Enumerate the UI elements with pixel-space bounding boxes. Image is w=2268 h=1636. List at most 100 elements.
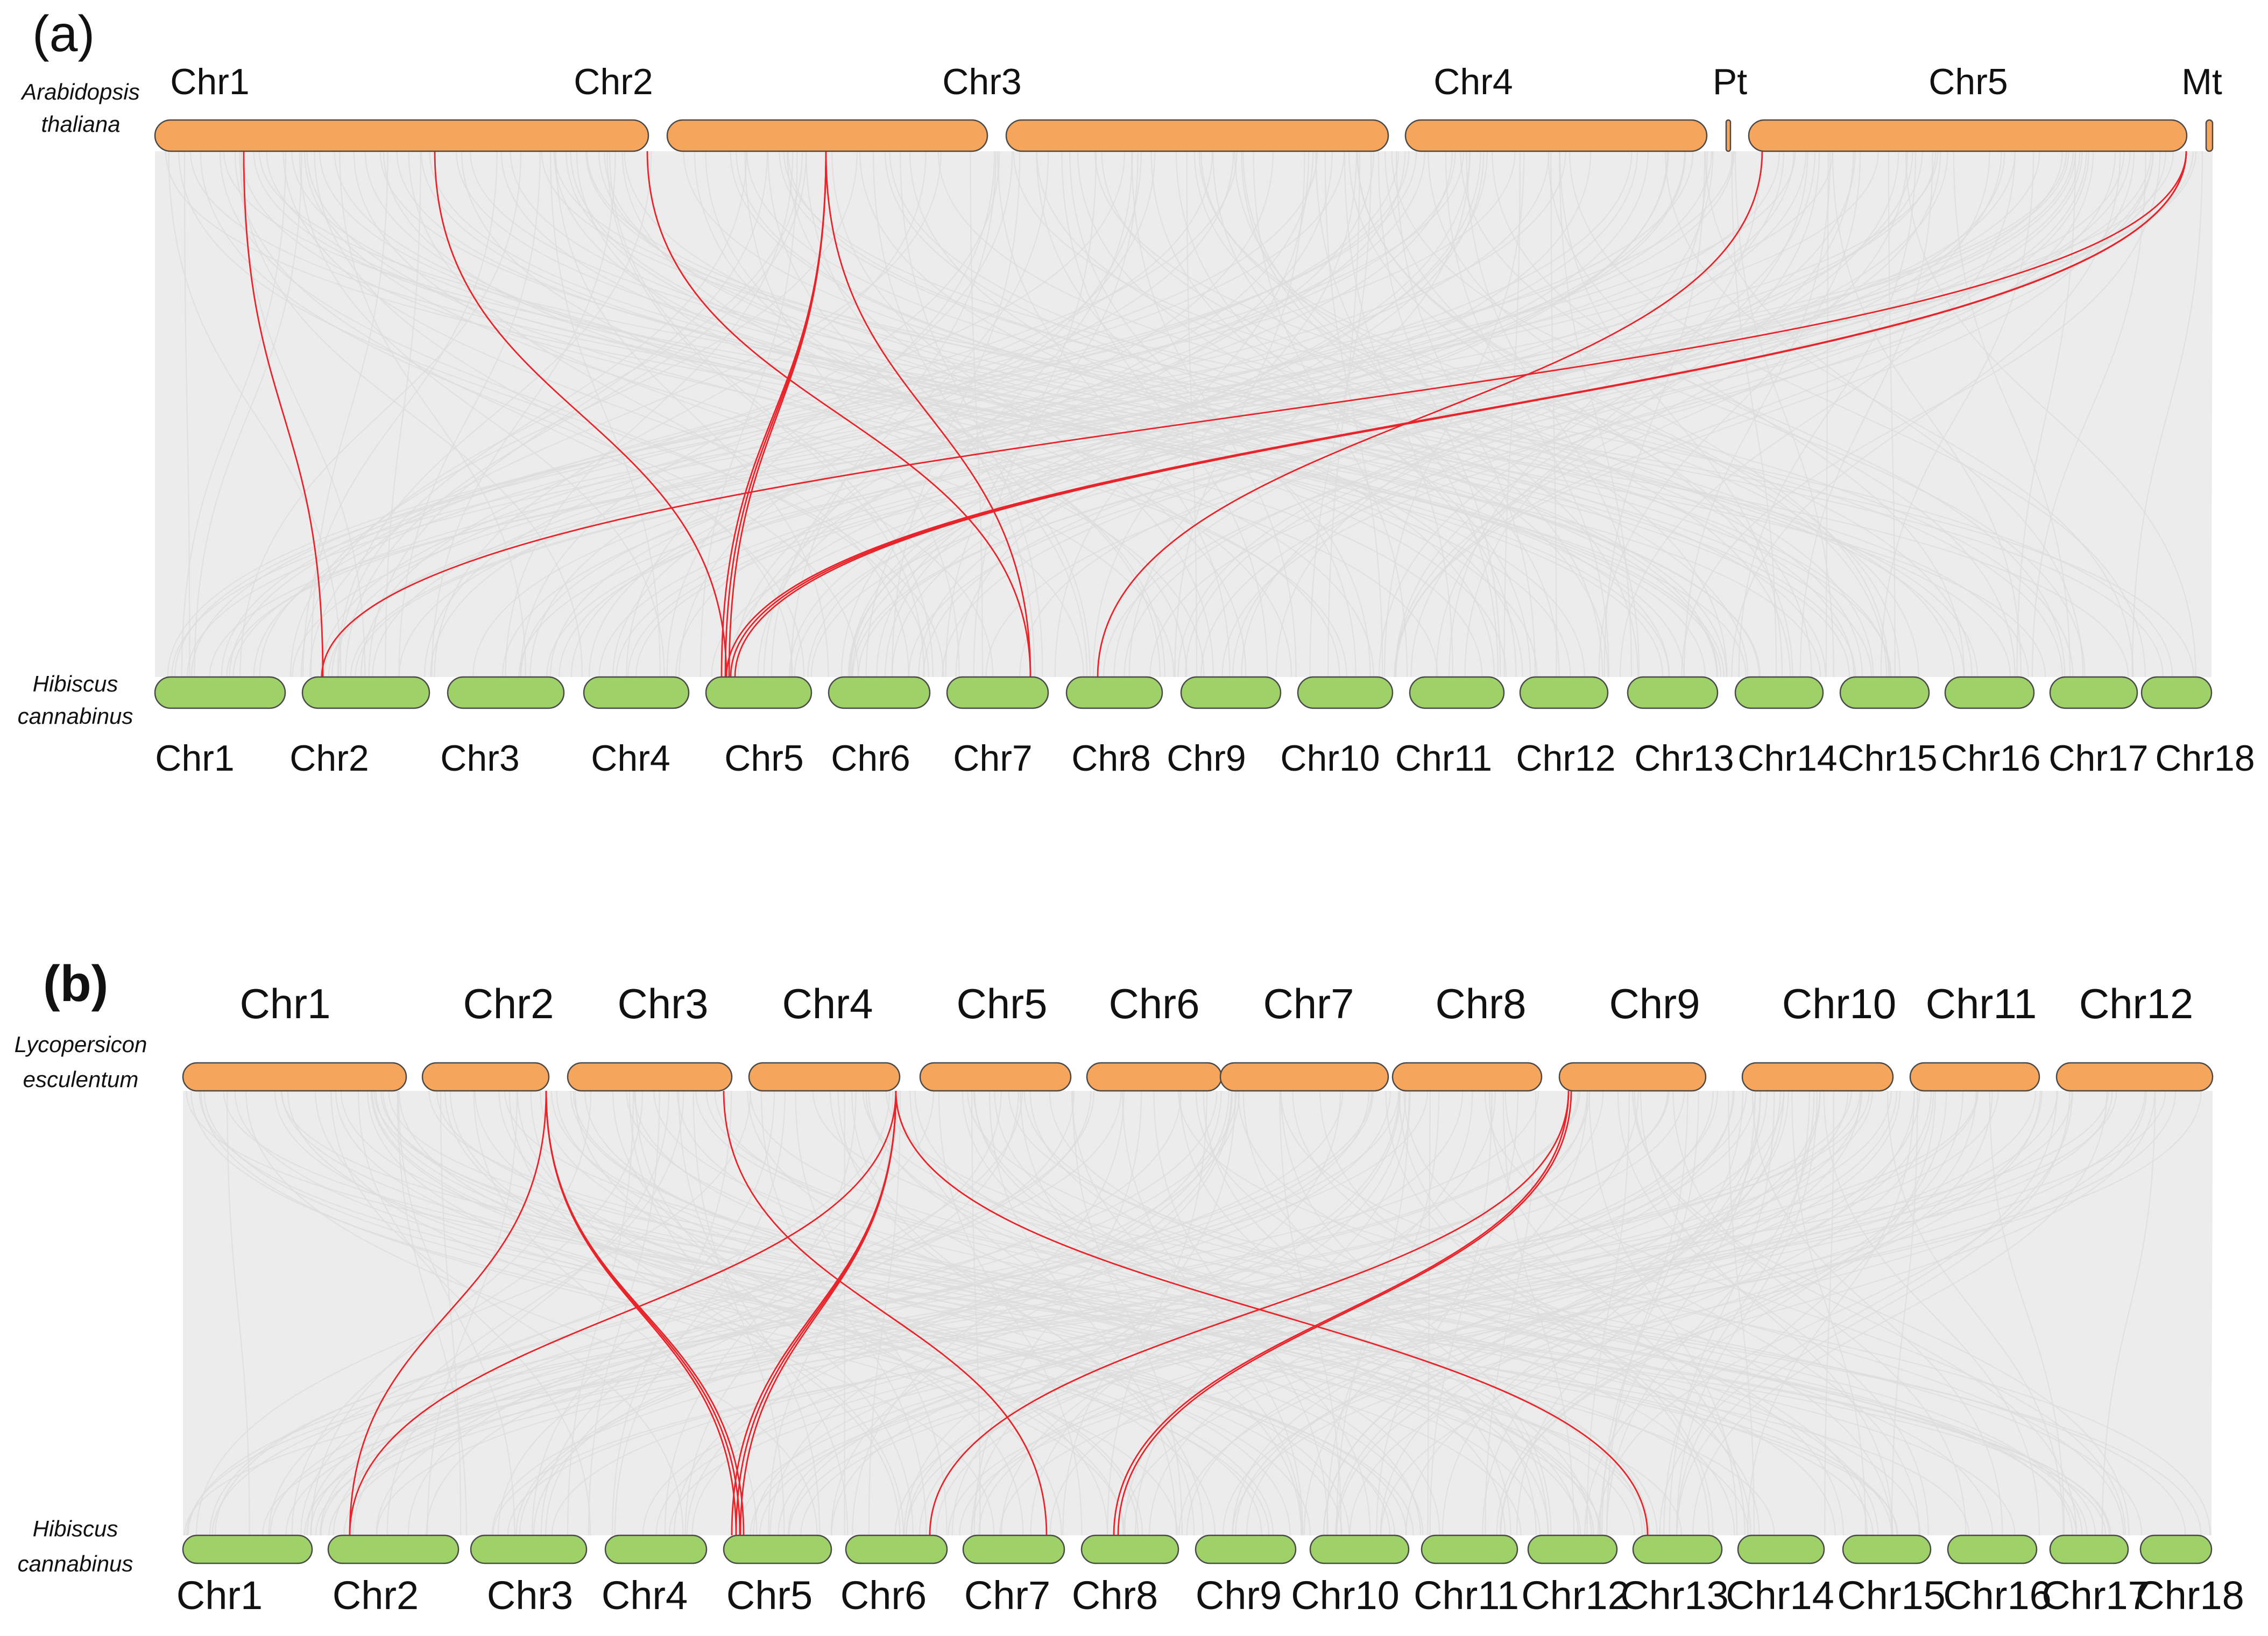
chromosome-label: Chr5 bbox=[1928, 61, 2008, 102]
top-species-name: Arabidopsis bbox=[20, 79, 139, 104]
red-link bbox=[646, 151, 1031, 678]
grey-link bbox=[624, 151, 1718, 678]
grey-link bbox=[434, 151, 927, 678]
grey-link bbox=[320, 1090, 1218, 1536]
grey-link bbox=[379, 151, 1850, 678]
top-chromosomes bbox=[182, 1062, 2214, 1092]
chromosome-label: Chr17 bbox=[2048, 738, 2148, 779]
grey-link bbox=[546, 151, 2040, 678]
grey-link bbox=[909, 151, 1495, 678]
grey-link bbox=[270, 1090, 1400, 1536]
chromosome-label: Chr8 bbox=[1435, 980, 1526, 1027]
red-link bbox=[723, 1090, 1048, 1536]
grey-link bbox=[385, 151, 421, 678]
red-link bbox=[739, 1090, 897, 1536]
grey-link bbox=[1825, 151, 1829, 678]
grey-link bbox=[234, 151, 805, 678]
grey-link bbox=[1121, 1090, 1304, 1536]
grey-link bbox=[1315, 151, 1499, 678]
grey-link bbox=[621, 151, 1292, 678]
grey-link bbox=[357, 1090, 591, 1536]
grey-link bbox=[783, 151, 2173, 678]
grey-link bbox=[1124, 151, 2002, 678]
grey-link bbox=[604, 151, 1586, 678]
grey-link bbox=[711, 151, 2016, 678]
chromosome-bar bbox=[1409, 676, 1505, 709]
grey-link bbox=[1379, 151, 1808, 678]
grey-link bbox=[787, 151, 1247, 678]
chromosome-bar bbox=[723, 1534, 832, 1564]
grey-link bbox=[906, 1090, 1849, 1536]
grey-link bbox=[747, 1090, 1422, 1536]
chromosome-label: Chr8 bbox=[1071, 738, 1150, 779]
grey-link bbox=[194, 151, 302, 678]
top-chromosome-labels: Chr1 Chr2 Chr3 Chr4 Chr5 Chr6 Chr7 Chr8 Chr9 Chr1… bbox=[239, 980, 2193, 1027]
grey-link bbox=[1103, 151, 2087, 678]
grey-link bbox=[1747, 1090, 1915, 1536]
chromosome-bar bbox=[182, 1534, 313, 1564]
grey-link bbox=[239, 151, 522, 678]
chromosome-label: Chr14 bbox=[1737, 738, 1837, 779]
chromosome-bar bbox=[604, 1534, 708, 1564]
grey-link bbox=[945, 151, 1139, 678]
chromosome-label: Chr6 bbox=[840, 1573, 927, 1618]
chromosome-label: Chr4 bbox=[591, 738, 670, 779]
grey-link bbox=[1619, 151, 2016, 678]
grey-link bbox=[633, 1090, 1600, 1536]
grey-link bbox=[498, 1090, 1216, 1536]
grey-link bbox=[938, 1090, 1083, 1536]
grey-link bbox=[262, 1090, 1870, 1536]
chromosome-label: Chr7 bbox=[964, 1573, 1050, 1618]
chromosome-label: Chr2 bbox=[463, 980, 554, 1027]
grey-link bbox=[2031, 151, 2146, 678]
grey-link bbox=[942, 151, 2005, 678]
grey-link bbox=[763, 151, 1142, 678]
chromosome-label: Chr4 bbox=[602, 1573, 688, 1618]
grey-link bbox=[431, 151, 616, 678]
grey-link bbox=[334, 151, 1670, 678]
chromosome-label: Chr6 bbox=[831, 738, 910, 779]
grey-link bbox=[343, 1090, 1669, 1536]
chromosome-label: Chr1 bbox=[176, 1573, 263, 1618]
red-link bbox=[929, 1090, 1570, 1536]
red-link bbox=[349, 1090, 547, 1536]
chromosome-bar bbox=[301, 676, 430, 709]
grey-link bbox=[627, 151, 2125, 678]
grey-link bbox=[1395, 151, 1854, 678]
grey-link bbox=[1222, 1090, 2043, 1536]
chromosome-label: Chr5 bbox=[724, 738, 803, 779]
chromosome-label: Chr3 bbox=[617, 980, 708, 1027]
grey-link bbox=[245, 1090, 818, 1536]
top-species-name: esculentum bbox=[23, 1067, 139, 1092]
grey-link bbox=[891, 151, 1669, 678]
grey-link bbox=[1280, 1090, 2124, 1536]
grey-link bbox=[1344, 151, 1453, 678]
grey-link bbox=[1728, 1090, 1755, 1536]
grey-link bbox=[351, 1090, 684, 1536]
grey-link bbox=[837, 1090, 1204, 1536]
grey-link bbox=[1292, 1090, 1845, 1536]
grey-link bbox=[408, 151, 910, 678]
grey-link bbox=[1232, 1090, 2147, 1536]
grey-link bbox=[291, 1090, 644, 1536]
bottom-chromosome-labels: Chr1 Chr2 Chr3 Chr4 Chr5 Chr6 Chr7 Chr8 Chr9 Chr1… bbox=[155, 738, 2255, 779]
grey-link bbox=[865, 151, 1133, 678]
grey-link bbox=[1597, 1090, 2073, 1536]
grey-link bbox=[2101, 1090, 2156, 1536]
grey-link bbox=[178, 151, 944, 678]
chromosome-bar bbox=[748, 1062, 901, 1092]
grey-link bbox=[586, 151, 2029, 678]
grey-link bbox=[1499, 1090, 1993, 1536]
grey-link bbox=[183, 151, 190, 678]
grey-link bbox=[190, 1090, 1178, 1536]
grey-link bbox=[1905, 151, 2196, 678]
grey-link bbox=[1303, 1090, 1588, 1536]
grey-link bbox=[1953, 151, 2071, 678]
grey-link bbox=[852, 151, 2166, 678]
top-chromosomes bbox=[154, 119, 2214, 152]
chromosome-bar bbox=[1180, 676, 1282, 709]
grey-link bbox=[1632, 1090, 2130, 1536]
grey-link bbox=[884, 151, 1749, 678]
grey-link bbox=[375, 1090, 1522, 1536]
highlighted-links bbox=[243, 151, 2187, 678]
